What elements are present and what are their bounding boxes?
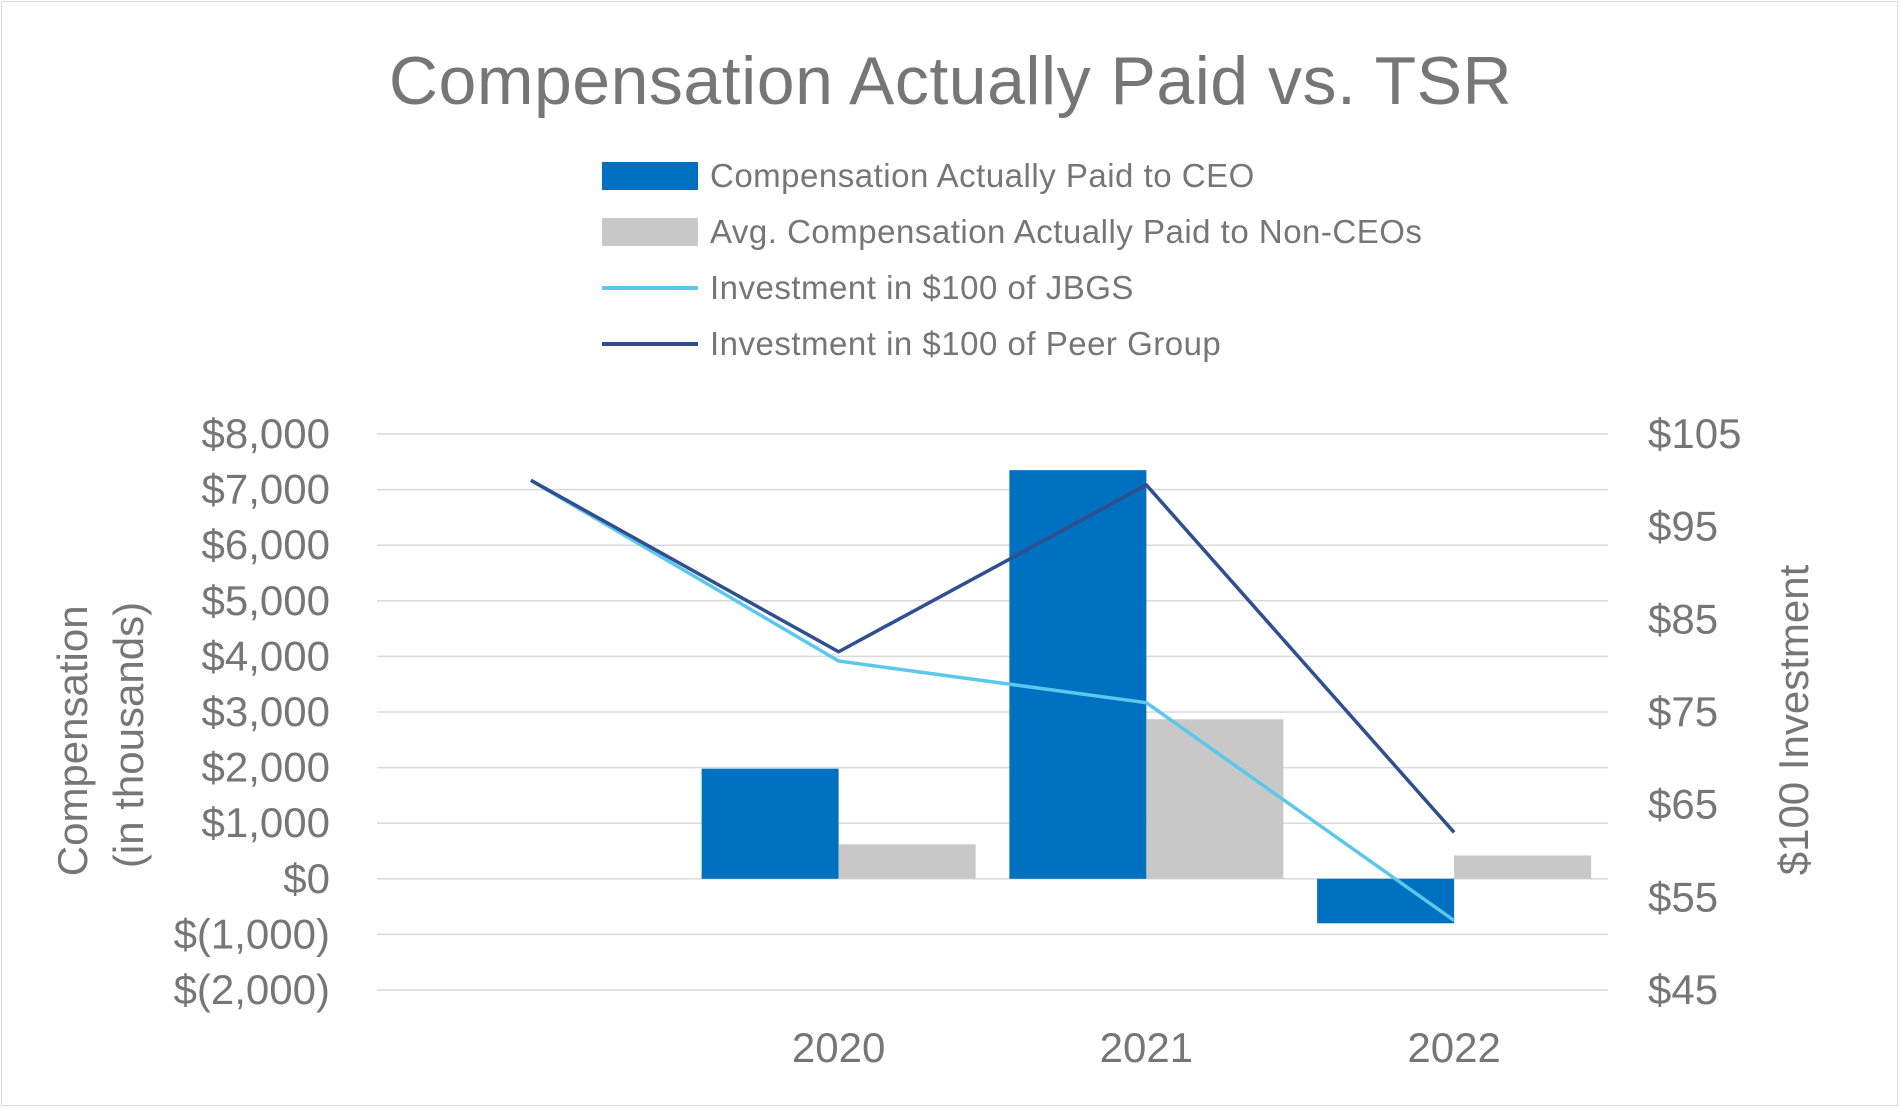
y2-tick-label: $65 [1648,781,1718,828]
y2-tick-label: $85 [1648,595,1718,642]
bar-ceo [1317,878,1455,924]
legend: Compensation Actually Paid to CEO Avg. C… [602,148,1422,372]
y-tick-label: $7,000 [202,466,330,513]
legend-swatch-peer [602,342,698,346]
legend-item-jbgs: Investment in $100 of JBGS [602,260,1422,316]
y2-tick-label: $75 [1648,688,1718,735]
y-tick-label: $6,000 [202,521,330,568]
legend-swatch-non-ceo [602,218,698,246]
bar-non-ceo [1454,855,1592,879]
y2-tick-label: $55 [1648,873,1718,920]
y-tick-label: $1,000 [202,799,330,846]
x-axis-ticks: 2020 2021 2022 [792,1024,1501,1071]
y-tick-label: $8,000 [202,410,330,457]
y-axis-label: Compensation (in thousands) [49,594,152,877]
y-axis-label-line-2: (in thousands) [105,602,152,868]
series-lines [529,478,1456,922]
bar-ceo [1009,470,1147,879]
y-tick-label: $(2,000) [174,966,330,1013]
bar-ceo [701,768,839,879]
y-tick-label: $3,000 [202,688,330,735]
y2-axis-label: $100 Investment [1770,564,1817,875]
y-tick-label: $0 [283,855,330,902]
bar-non-ceo [838,844,976,879]
legend-label-non-ceo: Avg. Compensation Actually Paid to Non-C… [710,213,1423,250]
legend-item-ceo: Compensation Actually Paid to CEO [602,148,1422,204]
line-jbgs [529,478,1456,922]
line-peer-group [530,478,1456,834]
bar-non-ceo [1146,719,1284,879]
y2-tick-label: $95 [1648,503,1718,550]
y2-tick-label: $45 [1648,966,1718,1013]
legend-label-ceo: Compensation Actually Paid to CEO [710,157,1255,194]
y-axis-label-line-1: Compensation [49,605,96,876]
y-tick-label: $5,000 [202,577,330,624]
legend-swatch-jbgs [602,286,698,290]
x-tick-label: 2020 [792,1024,885,1071]
y-tick-label: $4,000 [202,632,330,679]
gridlines [377,433,1608,991]
chart-title: Compensation Actually Paid vs. TSR [388,43,1513,119]
x-tick-label: 2021 [1100,1024,1193,1071]
legend-item-peer: Investment in $100 of Peer Group [602,316,1422,372]
left-axis-ticks: $8,000 $7,000 $6,000 $5,000 $4,000 $3,000 $2,0… [174,410,330,1013]
y2-tick-label: $105 [1648,410,1741,457]
y-tick-label: $2,000 [202,744,330,791]
legend-item-non-ceo: Avg. Compensation Actually Paid to Non-C… [602,204,1422,260]
legend-swatch-ceo [602,162,698,190]
right-axis-ticks: $105 $95 $85 $75 $65 $55 $45 [1648,410,1741,1013]
legend-label-peer: Investment in $100 of Peer Group [710,325,1222,362]
x-tick-label: 2022 [1407,1024,1500,1071]
legend-label-jbgs: Investment in $100 of JBGS [710,269,1134,306]
y-tick-label: $(1,000) [174,910,330,957]
bars [701,470,1592,924]
